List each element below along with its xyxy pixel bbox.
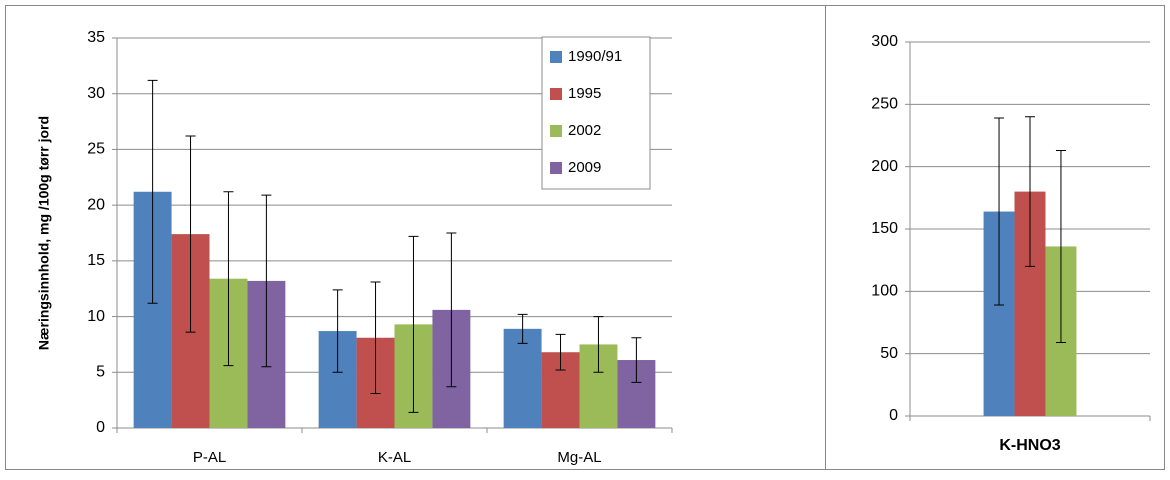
y-axis-title: Næringsinnhold, mg /100g tørr jord xyxy=(36,116,52,350)
error-bar xyxy=(261,194,272,368)
error-bar xyxy=(631,337,642,383)
y-tick-label: 150 xyxy=(871,220,898,237)
x-tick-label: K-AL xyxy=(378,449,411,466)
legend-label: 2002 xyxy=(568,122,601,139)
error-bar xyxy=(370,281,381,394)
y-tick-label: 20 xyxy=(87,196,105,213)
error-bar xyxy=(994,117,1005,306)
legend-label: 2009 xyxy=(568,159,601,176)
y-tick-label: 0 xyxy=(889,407,898,424)
error-bar xyxy=(185,135,196,333)
y-tick-label: 10 xyxy=(87,308,105,325)
y-tick-label: 35 xyxy=(87,29,105,46)
x-tick-label: P-AL xyxy=(193,449,226,466)
y-tick-label: 30 xyxy=(87,85,105,102)
error-bar xyxy=(408,235,419,413)
error-bar xyxy=(593,316,604,373)
x-tick-label: Mg-AL xyxy=(557,449,601,466)
y-tick-label: 300 xyxy=(871,33,898,50)
legend-swatch xyxy=(550,125,562,137)
error-bar xyxy=(1025,116,1035,267)
error-bar xyxy=(555,333,566,371)
legend-swatch xyxy=(550,51,562,63)
y-tick-label: 5 xyxy=(96,364,105,381)
y-tick-label: 15 xyxy=(87,252,105,269)
y-tick-label: 200 xyxy=(871,158,898,175)
y-tick-label: 25 xyxy=(87,141,105,158)
legend-label: 1995 xyxy=(568,85,601,102)
y-tick-label: 0 xyxy=(96,419,105,436)
error-bar xyxy=(517,313,528,344)
legend-label: 1990/91 xyxy=(568,48,622,65)
error-bar xyxy=(1055,149,1066,343)
error-bar xyxy=(223,191,234,367)
y-tick-label: 100 xyxy=(871,283,898,300)
legend-swatch xyxy=(550,162,562,174)
bar xyxy=(503,328,542,428)
legend-swatch xyxy=(550,88,562,100)
x-tick-label: K-HNO3 xyxy=(999,437,1060,454)
y-tick-label: 50 xyxy=(880,345,898,362)
error-bar xyxy=(332,289,343,373)
error-bar xyxy=(446,232,457,388)
y-tick-label: 250 xyxy=(871,96,898,113)
error-bar xyxy=(147,79,158,304)
